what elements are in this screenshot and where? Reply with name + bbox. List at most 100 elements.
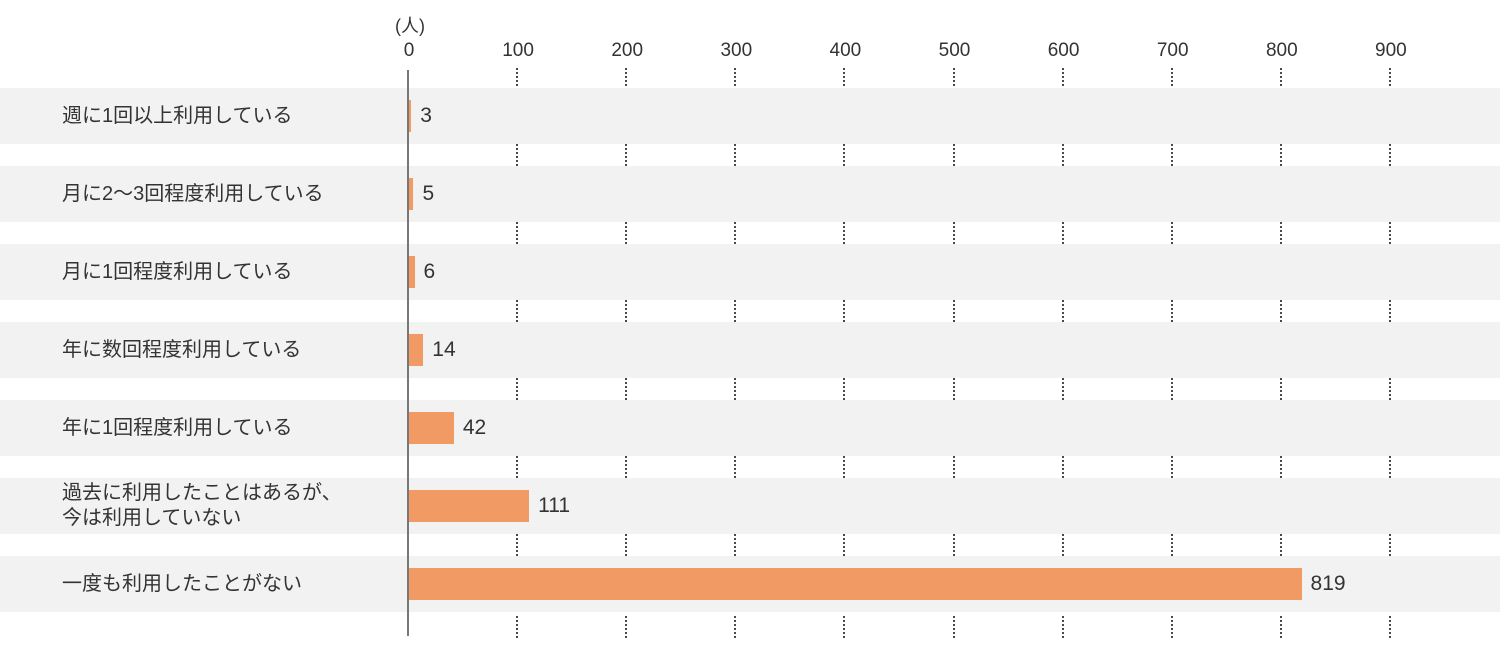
gridline-dotted	[1388, 144, 1391, 166]
gridline-dotted	[516, 68, 519, 86]
row-band	[0, 166, 1500, 222]
bar	[408, 100, 412, 132]
gridline-dotted	[516, 616, 519, 638]
category-label: 月に1回程度利用している	[62, 260, 293, 283]
gridline-dotted	[734, 616, 737, 638]
gridline-dotted	[952, 222, 955, 244]
gridline-dotted	[734, 68, 737, 86]
gridline-dotted	[1388, 300, 1391, 322]
gridline-dotted	[1170, 534, 1173, 556]
gridline-dotted	[734, 456, 737, 478]
gridline-dotted	[843, 222, 846, 244]
category-label: 週に1回以上利用している	[62, 104, 293, 127]
gridline-dotted	[734, 300, 737, 322]
gridline-dotted	[734, 222, 737, 244]
gridline-dotted	[1279, 68, 1282, 86]
gridline-dotted	[516, 300, 519, 322]
gridline-dotted	[1170, 616, 1173, 638]
gridline-dotted	[516, 534, 519, 556]
row-band	[0, 88, 1500, 144]
x-axis-tick-label: 0	[403, 40, 415, 61]
gridline-dotted	[952, 300, 955, 322]
gridline-dotted	[734, 534, 737, 556]
gridline-dotted	[1061, 378, 1064, 400]
y-axis-zero-line	[407, 70, 409, 636]
gridline-dotted	[516, 456, 519, 478]
gridline-dotted	[625, 378, 628, 400]
gridline-dotted	[952, 534, 955, 556]
x-axis-tick-label: 900	[1375, 40, 1407, 61]
x-axis-tick-label: 100	[502, 40, 534, 61]
gridline-dotted	[1388, 68, 1391, 86]
value-label: 42	[462, 416, 487, 439]
gridline-dotted	[625, 222, 628, 244]
gridline-dotted	[734, 378, 737, 400]
gridline-dotted	[516, 378, 519, 400]
gridline-dotted	[1279, 144, 1282, 166]
gridline-dotted	[1170, 144, 1173, 166]
gridline-dotted	[1170, 456, 1173, 478]
gridline-dotted	[1279, 616, 1282, 638]
gridline-dotted	[1388, 456, 1391, 478]
bar	[408, 178, 414, 210]
gridline-dotted	[843, 300, 846, 322]
row-band	[0, 478, 1500, 534]
gridline-dotted	[1061, 68, 1064, 86]
gridline-dotted	[1170, 378, 1173, 400]
gridline-dotted	[1279, 456, 1282, 478]
value-label: 819	[1310, 572, 1346, 595]
gridline-dotted	[1170, 222, 1173, 244]
row-band	[0, 244, 1500, 300]
bar	[408, 256, 415, 288]
gridline-dotted	[1170, 300, 1173, 322]
value-label: 6	[423, 260, 436, 283]
category-label: 年に数回程度利用している	[62, 338, 302, 361]
bar	[408, 568, 1302, 600]
bar	[408, 334, 424, 366]
gridline-dotted	[734, 144, 737, 166]
category-label: 一度も利用したことがない	[62, 572, 302, 595]
gridline-dotted	[1388, 534, 1391, 556]
gridline-dotted	[1061, 222, 1064, 244]
gridline-dotted	[1388, 222, 1391, 244]
gridline-dotted	[625, 300, 628, 322]
value-label: 3	[420, 104, 432, 127]
gridline-dotted	[1170, 68, 1173, 86]
gridline-dotted	[843, 378, 846, 400]
category-label: 年に1回程度利用している	[62, 416, 293, 439]
gridline-dotted	[843, 456, 846, 478]
gridline-dotted	[952, 68, 955, 86]
gridline-dotted	[952, 616, 955, 638]
gridline-dotted	[1061, 144, 1064, 166]
gridline-dotted	[952, 144, 955, 166]
x-axis-tick-label: 800	[1265, 40, 1298, 61]
bar	[408, 412, 454, 444]
gridline-dotted	[625, 144, 628, 166]
gridline-dotted	[1061, 534, 1064, 556]
x-axis-tick-label: 700	[1156, 40, 1189, 61]
category-label: 月に2～3回程度利用している	[62, 182, 324, 205]
x-axis-tick-label: 200	[611, 40, 644, 61]
x-axis-tick-label: 400	[829, 40, 862, 61]
value-label: 111	[538, 494, 571, 517]
row-band	[0, 400, 1500, 456]
gridline-dotted	[1061, 616, 1064, 638]
gridline-dotted	[625, 68, 628, 86]
gridline-dotted	[625, 616, 628, 638]
gridline-dotted	[952, 378, 955, 400]
gridline-dotted	[1388, 616, 1391, 638]
bar	[408, 490, 530, 522]
gridline-dotted	[1388, 378, 1391, 400]
category-label: 過去に利用したことはあるが、 今は利用していない	[62, 482, 342, 529]
gridline-dotted	[952, 456, 955, 478]
gridline-dotted	[843, 68, 846, 86]
value-label: 5	[422, 182, 435, 205]
row-band	[0, 322, 1500, 378]
x-axis-tick-label: 500	[938, 40, 971, 61]
gridline-dotted	[516, 222, 519, 244]
gridline-dotted	[1061, 300, 1064, 322]
gridline-dotted	[1061, 456, 1064, 478]
value-label: 14	[432, 338, 456, 361]
gridline-dotted	[1279, 300, 1282, 322]
